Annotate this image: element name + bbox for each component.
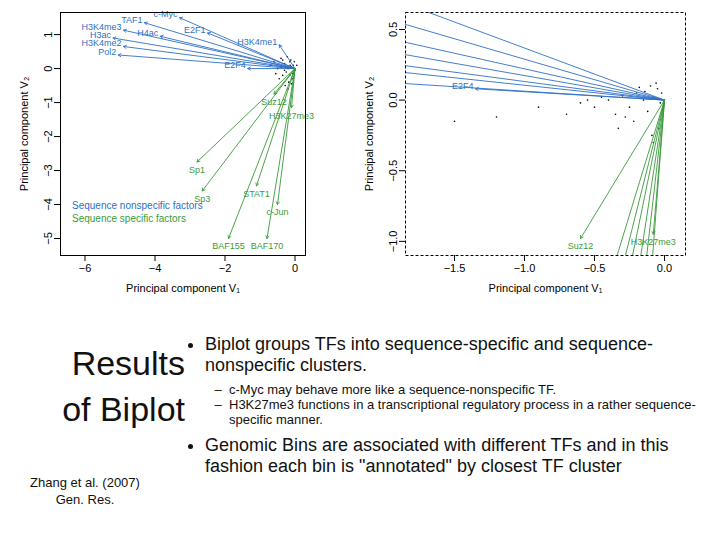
svg-text:E2F4: E2F4 (224, 60, 246, 70)
svg-text:BAF170: BAF170 (251, 241, 284, 251)
svg-text:−1: −1 (42, 96, 54, 109)
svg-text:−6: −6 (79, 262, 92, 274)
svg-text:H3K4me3: H3K4me3 (81, 22, 122, 33)
html-text:Gen. Res.: Gen. Res. (55, 492, 115, 507)
svg-text:0.0: 0.0 (657, 262, 672, 274)
svg-text:Suz12: Suz12 (261, 97, 287, 107)
svg-text:−2: −2 (219, 262, 232, 274)
svg-text:1: 1 (42, 32, 54, 38)
svg-text:−2: −2 (42, 130, 54, 143)
svg-text:−4: −4 (42, 198, 54, 211)
html-text:Results: Results (71, 344, 185, 382)
svg-text:0: 0 (292, 262, 298, 274)
svg-text:−4: −4 (149, 262, 162, 274)
svg-text:0: 0 (42, 66, 54, 72)
html-text:Biplot groups TFs into sequenc: Biplot groups TFs into sequence-specific… (205, 334, 653, 375)
svg-text:TAF1: TAF1 (121, 15, 142, 25)
svg-text:H3ac: H3ac (90, 29, 111, 40)
html-text:Sequence specific factors: Sequence specific factors (72, 213, 186, 224)
svg-text:H3K27me3: H3K27me3 (631, 237, 676, 247)
svg-text:0.5: 0.5 (387, 22, 399, 37)
svg-text:−0.5: −0.5 (387, 160, 399, 182)
svg-text:−1.0: −1.0 (514, 262, 536, 274)
svg-text:Principal component V₁: Principal component V₁ (489, 282, 603, 294)
svg-text:Sp1: Sp1 (189, 165, 205, 175)
html-text:c-Myc may behave more like a s: c-Myc may behave more like a sequence-no… (229, 382, 557, 397)
svg-text:E2F1: E2F1 (184, 25, 206, 35)
svg-text:−5: −5 (42, 232, 54, 245)
html-text:Sequence nonspecific factors: Sequence nonspecific factors (72, 200, 203, 211)
svg-text:BAF155: BAF155 (212, 241, 245, 251)
svg-text:H3K27me3: H3K27me3 (269, 111, 314, 121)
svg-text:c-Myc: c-Myc (154, 9, 178, 19)
svg-text:−1.5: −1.5 (444, 262, 466, 274)
html-text:Zhang et al. (2007): Zhang et al. (2007) (30, 475, 140, 490)
svg-text:−1.0: −1.0 (387, 231, 399, 253)
svg-text:Principal component V₂: Principal component V₂ (18, 77, 30, 191)
html-text:Genomic Bins are associated wi: Genomic Bins are associated with differe… (205, 435, 669, 476)
svg-text:H3K4me1: H3K4me1 (237, 37, 277, 47)
svg-text:STAT1: STAT1 (243, 189, 270, 199)
svg-text:−3: −3 (42, 164, 54, 177)
svg-text:Principal component V₁: Principal component V₁ (126, 282, 240, 294)
html-text:of Biplot: of Biplot (62, 390, 185, 428)
svg-text:H3K4me2: H3K4me2 (81, 38, 122, 49)
svg-text:−0.5: −0.5 (584, 262, 606, 274)
svg-text:E2F4: E2F4 (452, 81, 474, 91)
svg-text:c-Jun: c-Jun (266, 207, 288, 217)
svg-text:H4ac: H4ac (137, 28, 159, 38)
svg-text:Pol2: Pol2 (98, 47, 116, 57)
svg-text:0.0: 0.0 (387, 92, 399, 107)
svg-text:Principal component V₂: Principal component V₂ (363, 77, 375, 191)
svg-text:Suz12: Suz12 (568, 241, 594, 251)
html-text:H3K27me3 functions in a transc: H3K27me3 functions in a transcriptional … (229, 397, 696, 427)
svg-text:Sp3: Sp3 (194, 193, 211, 204)
